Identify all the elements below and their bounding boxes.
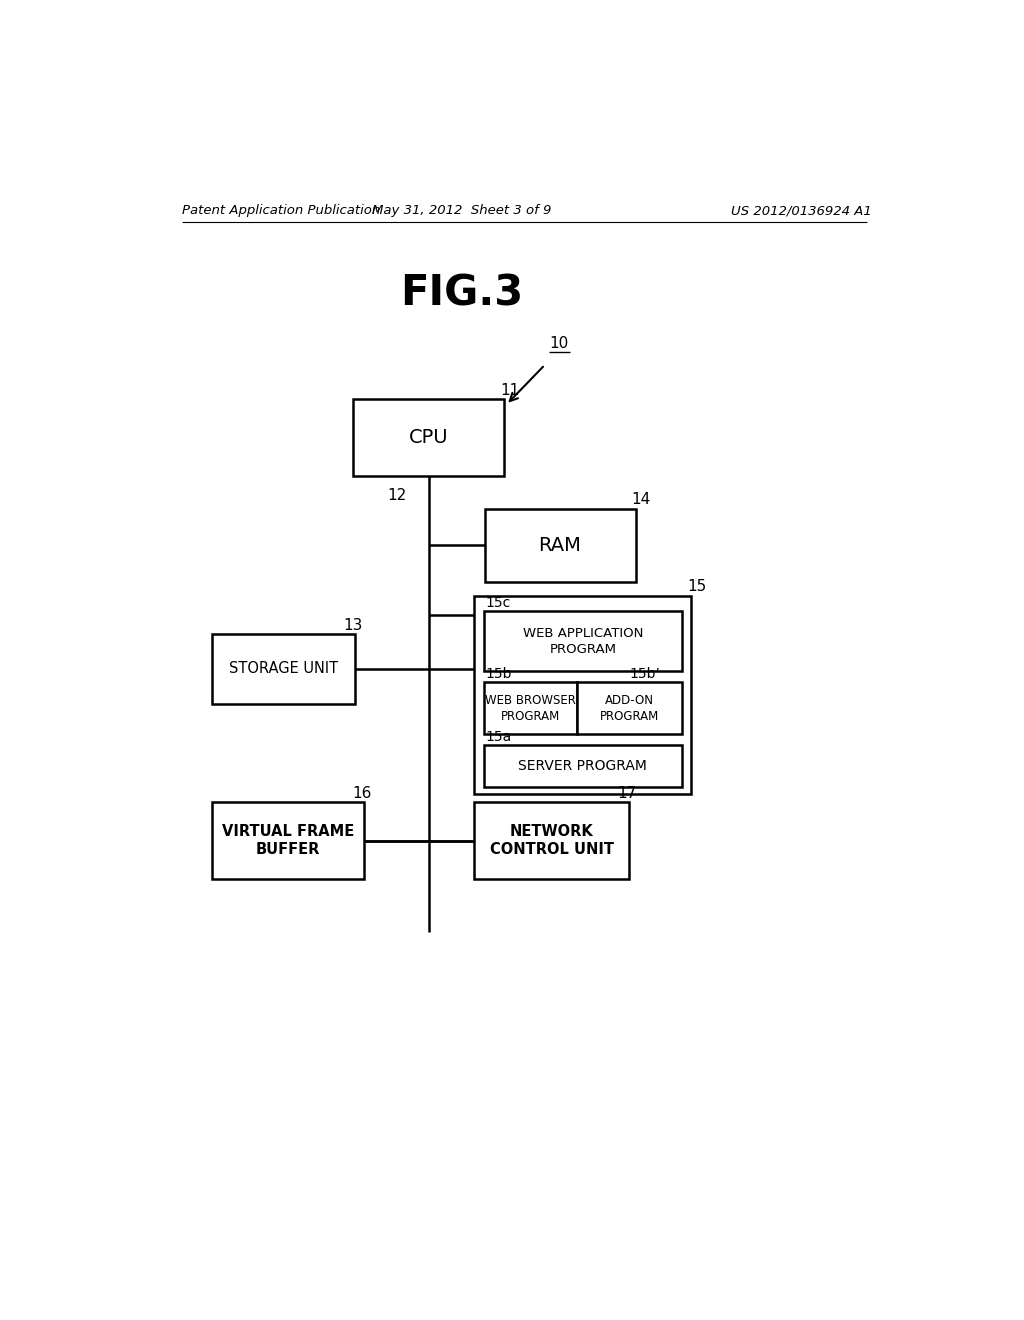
Text: 15a: 15a: [485, 730, 512, 744]
Text: 15b’: 15b’: [630, 667, 660, 681]
Bar: [577, 682, 682, 734]
Text: 11: 11: [500, 383, 519, 397]
Text: CPU: CPU: [409, 429, 449, 447]
Text: 15c: 15c: [485, 597, 511, 610]
Text: 17: 17: [617, 785, 637, 800]
Text: 15: 15: [687, 579, 707, 594]
Bar: [352, 400, 504, 477]
Text: NETWORK
CONTROL UNIT: NETWORK CONTROL UNIT: [489, 824, 614, 858]
Text: WEB BROWSER
PROGRAM: WEB BROWSER PROGRAM: [484, 694, 575, 722]
Text: FIG.3: FIG.3: [399, 272, 523, 314]
Text: STORAGE UNIT: STORAGE UNIT: [228, 661, 338, 676]
Bar: [474, 803, 630, 879]
Bar: [484, 508, 636, 582]
Text: May 31, 2012  Sheet 3 of 9: May 31, 2012 Sheet 3 of 9: [372, 205, 551, 218]
Text: VIRTUAL FRAME
BUFFER: VIRTUAL FRAME BUFFER: [222, 824, 354, 858]
Text: 16: 16: [352, 785, 372, 800]
Text: 15b: 15b: [485, 667, 512, 681]
Text: RAM: RAM: [539, 536, 582, 554]
Text: US 2012/0136924 A1: US 2012/0136924 A1: [731, 205, 872, 218]
Text: WEB APPLICATION
PROGRAM: WEB APPLICATION PROGRAM: [522, 627, 643, 656]
Text: 13: 13: [343, 618, 362, 632]
Bar: [483, 682, 577, 734]
Bar: [212, 803, 365, 879]
Text: 14: 14: [632, 492, 651, 507]
Text: Patent Application Publication: Patent Application Publication: [182, 205, 381, 218]
Text: 12: 12: [387, 488, 407, 503]
Text: 10: 10: [549, 335, 568, 351]
Bar: [474, 595, 691, 795]
Text: SERVER PROGRAM: SERVER PROGRAM: [518, 759, 647, 774]
Bar: [212, 635, 355, 704]
Text: ADD-ON
PROGRAM: ADD-ON PROGRAM: [600, 694, 659, 722]
Bar: [483, 611, 682, 671]
Bar: [483, 744, 682, 787]
